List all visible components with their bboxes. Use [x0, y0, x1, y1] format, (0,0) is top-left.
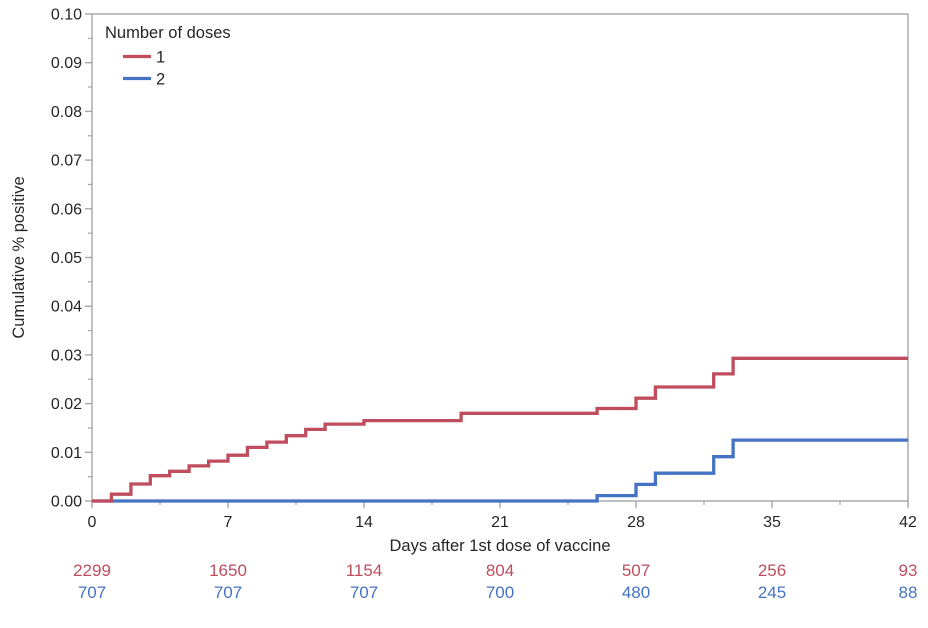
at-risk-value-dose-2: 700	[486, 583, 514, 602]
legend-label-2: 2	[156, 71, 165, 89]
at-risk-value-dose-1: 2299	[73, 561, 111, 580]
x-axis-tick-label: 7	[224, 514, 233, 531]
y-axis-tick-label: 0.05	[51, 250, 82, 267]
at-risk-value-dose-1: 804	[486, 561, 514, 580]
at-risk-value-dose-1: 1154	[346, 561, 383, 580]
at-risk-value-dose-2: 245	[758, 583, 786, 602]
x-axis-tick-label: 14	[355, 514, 373, 531]
y-axis-tick-label: 0.06	[51, 201, 82, 218]
y-axis-title: Cumulative % positive	[10, 176, 28, 338]
legend-label-1: 1	[156, 49, 165, 67]
y-axis-tick-label: 0.09	[51, 55, 82, 72]
at-risk-value-dose-2: 480	[622, 583, 650, 602]
plot-frame	[91, 13, 909, 502]
at-risk-value-dose-2: 707	[350, 583, 378, 602]
x-axis-title: Days after 1st dose of vaccine	[389, 537, 610, 555]
at-risk-value-dose-2: 707	[214, 583, 242, 602]
series-2-step-line	[92, 438, 908, 503]
y-axis-tick-label: 0.00	[51, 494, 82, 511]
x-axis-tick-label: 0	[88, 514, 97, 531]
y-axis-tick-label: 0.03	[51, 347, 82, 364]
at-risk-value-dose-1: 256	[758, 561, 786, 580]
y-axis-tick-label: 0.08	[51, 104, 82, 121]
legend-title: Number of doses	[105, 24, 231, 42]
x-axis-tick-label: 35	[763, 514, 781, 531]
at-risk-value-dose-1: 1650	[209, 561, 247, 580]
series-1-step-line	[92, 356, 908, 503]
at-risk-value-dose-2: 707	[78, 583, 106, 602]
y-axis-tick-label: 0.04	[51, 299, 82, 316]
at-risk-value-dose-2: 88	[899, 583, 918, 602]
x-axis-tick-label: 28	[627, 514, 645, 531]
at-risk-value-dose-1: 507	[622, 561, 650, 580]
at-risk-value-dose-1: 93	[899, 561, 918, 580]
y-axis-tick-label: 0.01	[51, 445, 82, 462]
y-axis-tick-label: 0.10	[51, 7, 82, 24]
y-axis-tick-label: 0.02	[51, 396, 82, 413]
x-axis-tick-label: 21	[491, 514, 509, 531]
x-axis-tick-label: 42	[899, 514, 917, 531]
y-axis-tick-label: 0.07	[51, 153, 82, 170]
